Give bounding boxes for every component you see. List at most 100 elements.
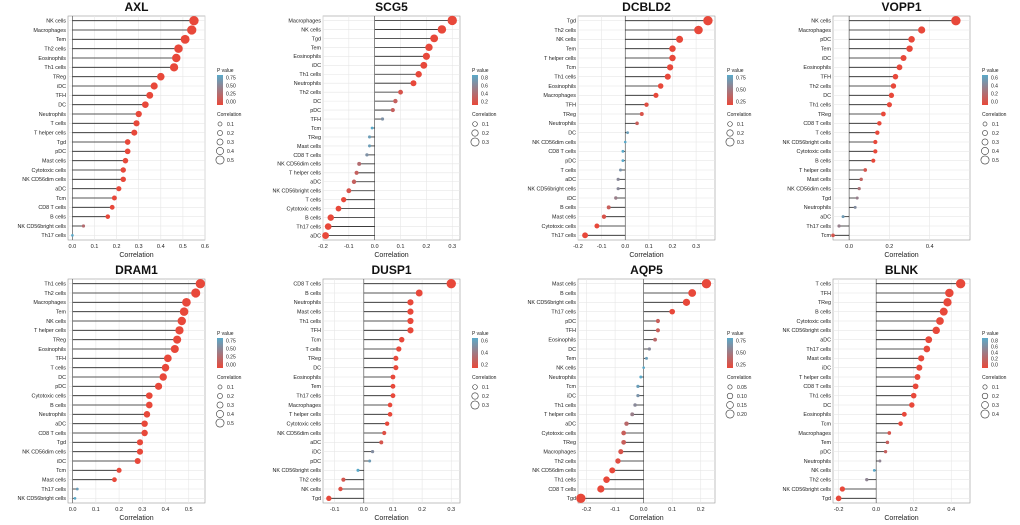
- lollipop-point: [322, 232, 330, 239]
- category-label: NK CD56dim cells: [22, 177, 66, 183]
- lollipop-point: [105, 214, 111, 219]
- category-label: Th1 cells: [809, 103, 831, 109]
- lollipop-point: [621, 439, 627, 445]
- category-label: NK CD56dim cells: [787, 187, 831, 193]
- category-label: Th17 cells: [296, 394, 321, 400]
- legend-p-colorbar: [727, 75, 733, 105]
- category-label: Mast cells: [42, 478, 66, 484]
- lollipop-point: [863, 168, 868, 172]
- lollipop-point: [603, 476, 610, 483]
- legend-p-colorbar: [982, 75, 988, 105]
- legend-size-title: Correlation: [727, 375, 752, 381]
- x-tick-label: 0.3: [692, 244, 700, 250]
- lollipop-point: [387, 402, 393, 408]
- x-tick-label: -0.1: [344, 244, 354, 250]
- legend-p-tick: 0.2: [991, 357, 998, 363]
- category-label: TReg: [818, 112, 831, 118]
- category-label: pDC: [310, 108, 321, 114]
- lollipop-point: [75, 487, 79, 491]
- category-label: Cytotoxic cells: [32, 394, 67, 400]
- category-label: Macrophages: [33, 300, 66, 306]
- lollipop-point: [655, 328, 660, 333]
- lollipop-point: [116, 186, 122, 192]
- lollipop-point: [111, 195, 117, 201]
- lollipop-point: [143, 411, 151, 418]
- lollipop-point: [356, 468, 360, 472]
- legend-p-tick: 0.50: [736, 351, 746, 357]
- legend-size-circle: [981, 401, 989, 409]
- x-tick-label: -0.1: [330, 507, 340, 513]
- chart-title: SCG5: [375, 0, 408, 14]
- plot-frame: [832, 278, 971, 504]
- legend-p-tick: 0.8: [481, 76, 488, 82]
- lollipop-point: [169, 63, 179, 72]
- x-tick-label: 0.5: [185, 507, 193, 513]
- category-label: DC: [823, 403, 831, 409]
- legend-size-circle: [216, 401, 224, 409]
- category-label: Th1 cells: [554, 478, 576, 484]
- legend-size-circle: [981, 138, 989, 146]
- lollipop-point: [120, 167, 126, 173]
- lollipop-point: [925, 336, 933, 344]
- legend-p-title: P value: [472, 68, 489, 74]
- legend-size-label: 0.2: [737, 131, 744, 137]
- chart-title: DCBLD2: [622, 0, 671, 14]
- category-label: iDC: [822, 56, 831, 62]
- category-label: TReg: [53, 338, 66, 344]
- lollipop-point: [410, 80, 417, 87]
- lollipop-point: [669, 308, 676, 315]
- panel-aqp5: AQP5 -0.2 -0.1 0.0 0.1 0.2 Correlation Mast cel…: [527, 263, 751, 522]
- lollipop-point: [159, 373, 167, 381]
- legend-size-circle: [981, 392, 989, 400]
- x-tick-label: -0.1: [597, 244, 607, 250]
- category-label: TFH: [311, 117, 322, 123]
- category-label: Tgd: [57, 440, 66, 446]
- category-label: NK cells: [556, 366, 576, 372]
- legend-size-label: 0.5: [227, 421, 234, 427]
- category-label: Tcm: [56, 196, 66, 202]
- lollipop-point: [614, 196, 618, 200]
- legend-p-tick: 0.25: [226, 92, 236, 98]
- category-label: Eosinophils: [293, 375, 321, 381]
- lollipop-point: [873, 139, 878, 145]
- x-tick-label: 0.1: [645, 244, 653, 250]
- legend-size-label: 0.2: [482, 394, 489, 400]
- category-label: TFH: [566, 103, 577, 109]
- legend-p-title: P value: [727, 331, 744, 337]
- legend-size-label: 0.2: [992, 394, 999, 400]
- category-label: Th1 cells: [809, 394, 831, 400]
- lollipop-point: [880, 111, 886, 117]
- category-label: Eosinophils: [293, 54, 321, 60]
- lollipop-point: [594, 223, 600, 229]
- legend-p-tick: 0.00: [226, 100, 236, 106]
- category-label: TFH: [311, 328, 322, 334]
- x-tick-label: 0.2: [418, 507, 426, 513]
- category-label: Neutrophils: [804, 205, 832, 211]
- lollipop-point: [120, 176, 126, 183]
- chart-title: AQP5: [630, 263, 663, 277]
- chart-title: VOPP1: [881, 0, 921, 14]
- category-label: NK cells: [46, 19, 66, 25]
- lollipop-point: [916, 364, 923, 371]
- category-label: Tcm: [311, 338, 321, 344]
- lollipop-point: [653, 337, 657, 342]
- lollipop-point: [857, 187, 861, 191]
- legend-size-circle: [982, 121, 988, 127]
- category-label: DC: [58, 103, 66, 109]
- category-label: CD8 T cells: [38, 431, 66, 437]
- category-label: T cells: [306, 347, 322, 353]
- legend-size-label: 0.3: [992, 403, 999, 409]
- lollipop-point: [407, 317, 414, 325]
- legend-p-tick: 0.2: [481, 363, 488, 369]
- category-label: iDC: [567, 196, 576, 202]
- x-tick-label: 0.0: [69, 507, 77, 513]
- lollipop-point: [422, 52, 430, 60]
- category-label: Mast cells: [297, 310, 321, 316]
- category-label: NK CD56bright cells: [527, 300, 576, 306]
- lollipop-point: [636, 394, 640, 398]
- lollipop-point: [630, 412, 635, 417]
- x-tick-label: 0.1: [92, 507, 100, 513]
- panel-dram1: DRAM1 0.0 0.1 0.2 0.3 0.4 0.5 Correlation Th1 ce…: [17, 263, 241, 522]
- legend-size-circle: [470, 137, 480, 147]
- x-tick-label: 0.1: [91, 244, 99, 250]
